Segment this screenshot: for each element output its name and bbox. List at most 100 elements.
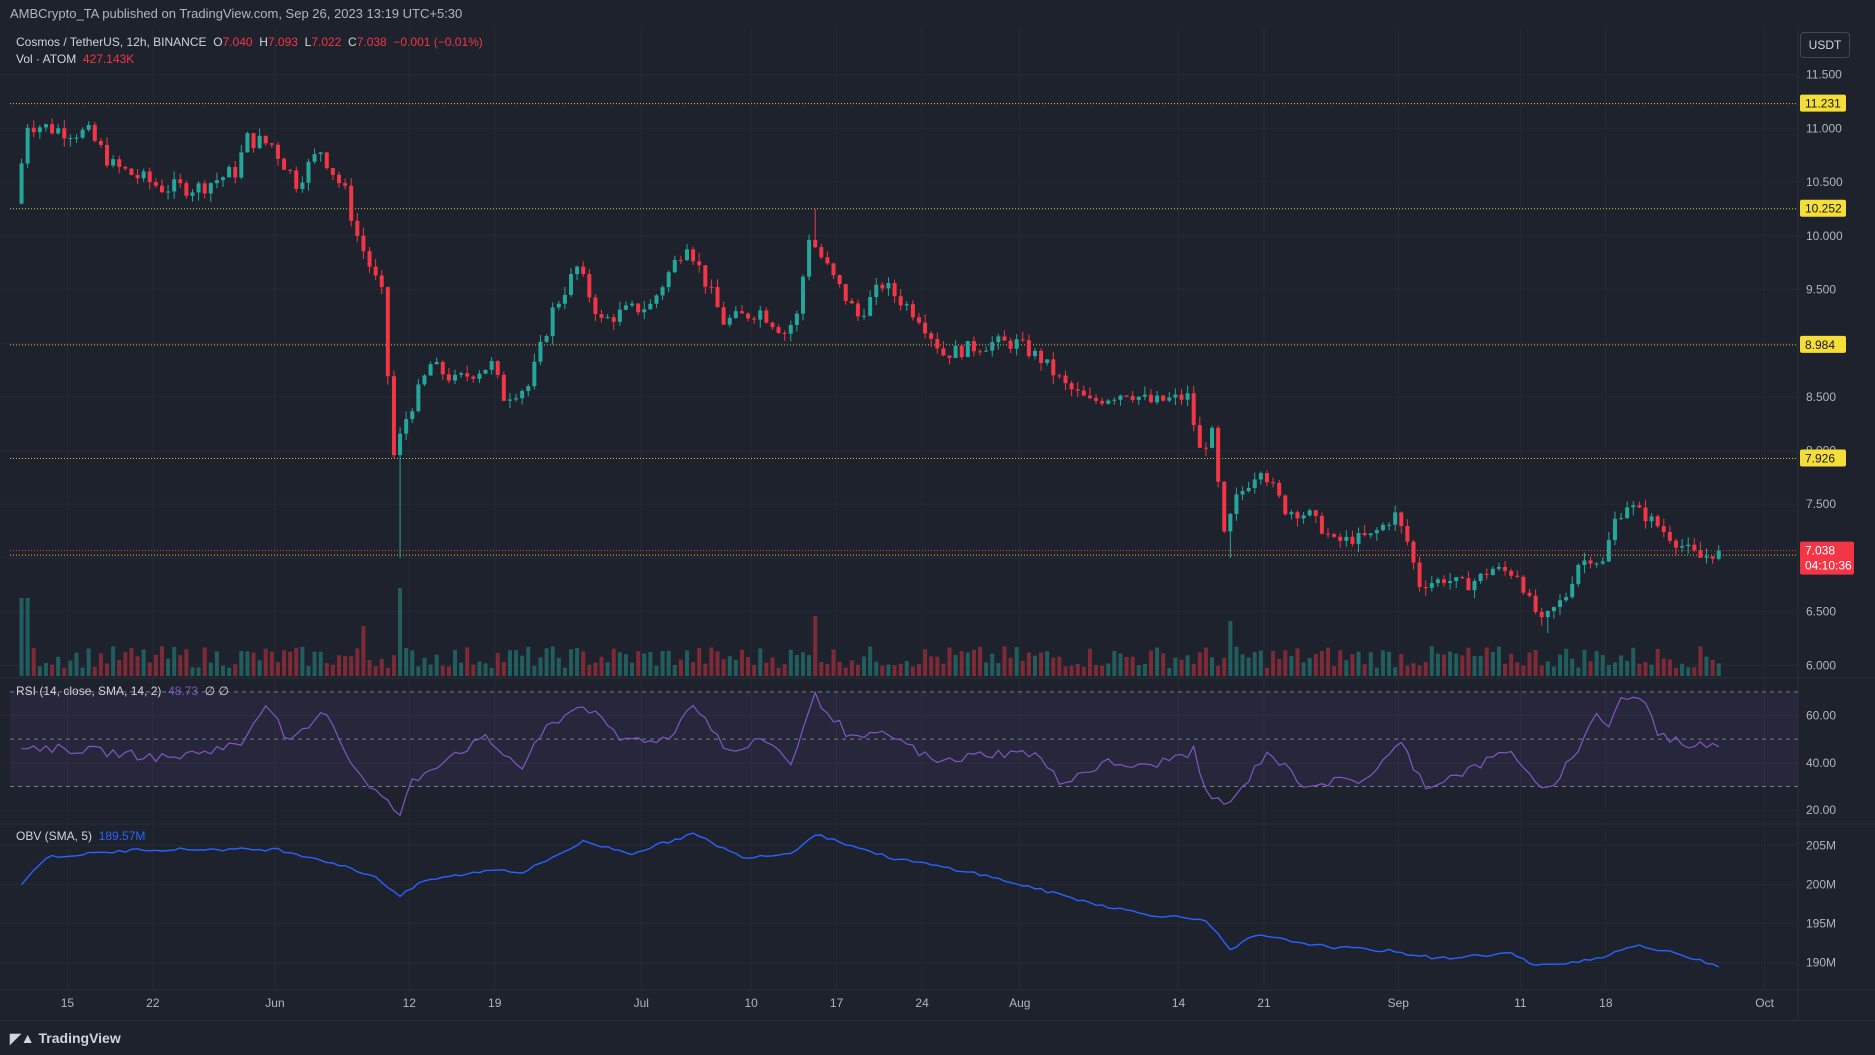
volume-bar [141, 649, 146, 676]
candle-body [544, 336, 549, 342]
volume-bar [379, 658, 384, 676]
volume-bar [526, 646, 531, 676]
candle-body [1069, 383, 1074, 390]
candle-body [941, 348, 946, 356]
level-label-1: 10.252 [1805, 202, 1842, 216]
volume-bar [807, 655, 812, 676]
volume-bar [428, 664, 433, 676]
volume-bar [343, 656, 348, 676]
obv-value: 189.57M [98, 829, 146, 843]
candle-body [672, 260, 677, 273]
candle-body [428, 364, 433, 376]
candle-body [416, 384, 421, 412]
volume-bar [471, 664, 476, 676]
volume-bar [1307, 657, 1312, 676]
volume-bar [1045, 651, 1050, 676]
rsi-label: RSI (14, close, SMA, 14, 2) [16, 684, 162, 698]
candle-body [1612, 518, 1617, 541]
volume-bar [257, 660, 262, 676]
high-label: H [259, 35, 268, 49]
candle-body [538, 341, 543, 362]
volume-bar [416, 666, 421, 676]
volume-bar [1515, 662, 1520, 676]
volume-bar [1405, 665, 1410, 676]
candle-body [1625, 507, 1630, 519]
volume-bar [68, 660, 73, 676]
candle-body [916, 317, 921, 323]
level-label-bg-1 [1800, 199, 1846, 217]
volume-bar [25, 598, 30, 676]
volume-bar [208, 662, 213, 676]
candle-body [1423, 587, 1428, 589]
volume-bar [37, 666, 42, 676]
volume-bar [996, 663, 1001, 676]
high-value: 7.093 [267, 35, 298, 49]
volume-bar [1155, 647, 1160, 676]
candle-body [1374, 530, 1379, 534]
candle-body [1588, 560, 1593, 564]
volume-bar [1032, 655, 1037, 676]
candle-body [868, 297, 873, 316]
volume-bar [1435, 653, 1440, 676]
volume-bar [1490, 651, 1495, 676]
volume-bar [770, 657, 775, 676]
candle-body [605, 317, 610, 319]
close-value: 7.038 [356, 35, 387, 49]
candle-body [86, 124, 91, 130]
candle-body [1472, 581, 1477, 591]
candle-body [184, 183, 189, 196]
currency-button[interactable]: USDT [1800, 32, 1850, 58]
time-tick-11: 11 [1514, 996, 1527, 1010]
price-tick: 11.500 [1806, 68, 1842, 82]
candle-body [1600, 561, 1605, 564]
candle-body [135, 174, 140, 179]
volume-bar [605, 662, 610, 676]
candle-body [489, 361, 494, 370]
candle-body [1460, 577, 1465, 579]
candle-body [1161, 395, 1166, 401]
volume-bar [1558, 654, 1563, 676]
volume-bar [1704, 656, 1709, 676]
volume-bar [953, 655, 958, 676]
candle-body [1442, 579, 1447, 584]
candle-body [831, 263, 836, 276]
volume-bar [581, 651, 586, 676]
publish-header: AMBCrypto_TA published on TradingView.co… [0, 0, 1875, 27]
candle-body [1332, 534, 1337, 537]
candle-body [434, 361, 439, 365]
volume-bar [1612, 662, 1617, 676]
candle-body [636, 303, 641, 313]
volume-bar [355, 648, 360, 676]
volume-bar [715, 651, 720, 676]
candle-body [300, 182, 305, 189]
candle-body [483, 369, 488, 374]
volume-bar [1350, 653, 1355, 676]
volume-bar [495, 653, 500, 676]
candle-body [617, 309, 622, 322]
volume-bar [1258, 650, 1263, 676]
low-label: L [304, 35, 312, 49]
volume-bar [1686, 667, 1691, 676]
candle-body [581, 266, 586, 275]
volume-bar [800, 652, 805, 676]
volume-bar [1301, 662, 1306, 676]
candle-body [1112, 399, 1117, 401]
level-label-bg-3 [1800, 449, 1846, 467]
price-tick: 10.000 [1806, 229, 1843, 243]
volume-bar [1283, 650, 1288, 676]
volume-bar [532, 665, 537, 676]
candle-body [1234, 494, 1239, 514]
candle-body [1081, 390, 1086, 396]
candle-body [1399, 512, 1404, 527]
volume-bar [709, 647, 714, 676]
candle-body [959, 345, 964, 358]
volume-bar [1368, 652, 1373, 676]
volume-bar [1136, 665, 1141, 676]
volume-bar [746, 656, 751, 676]
candle-body [1643, 507, 1648, 522]
candle-body [31, 127, 36, 133]
volume-bar [550, 646, 555, 676]
rsi-tick: 40.00 [1806, 756, 1836, 770]
volume-bar [31, 648, 36, 676]
